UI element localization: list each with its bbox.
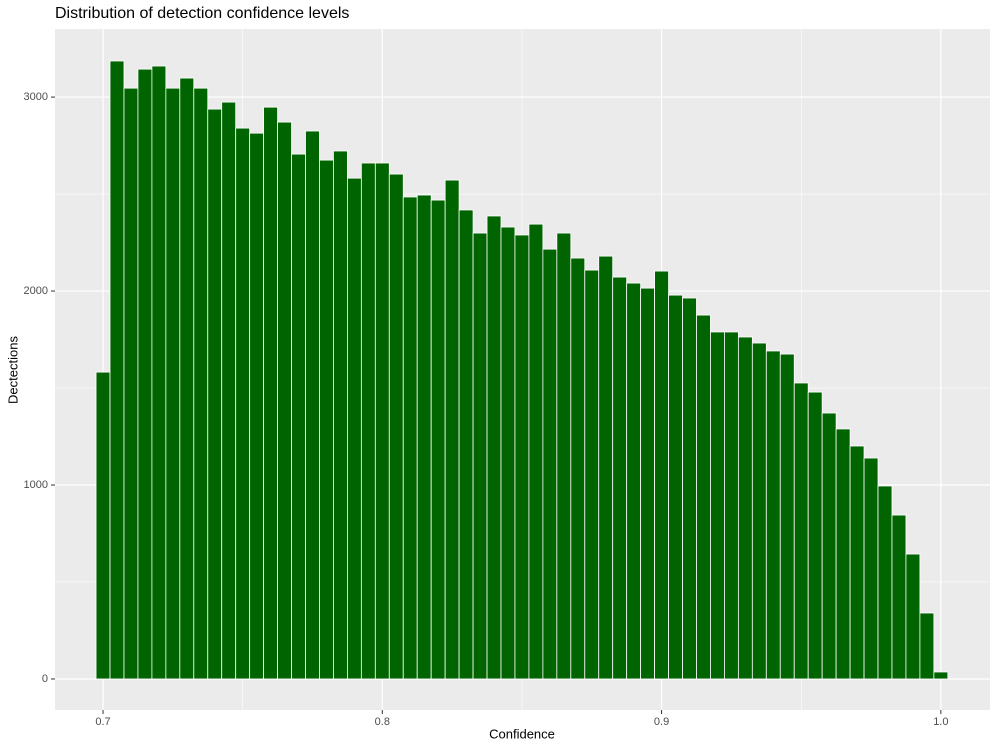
x-tick-label: 0.7 [95, 716, 110, 728]
bar [500, 226, 516, 680]
bar [360, 162, 376, 680]
bar [905, 553, 921, 680]
bar [668, 294, 683, 680]
y-tick-label: 0 [42, 673, 48, 685]
bar [556, 232, 572, 680]
bar [933, 671, 949, 680]
y-tick-label: 3000 [24, 91, 48, 103]
bar [416, 194, 432, 680]
bar [919, 612, 935, 680]
bar [737, 336, 753, 680]
bar [724, 331, 739, 680]
x-tick-label: 1.0 [933, 716, 948, 728]
y-tick-label: 1000 [24, 479, 48, 491]
bar [612, 276, 628, 680]
bar [388, 173, 404, 680]
bar [751, 342, 767, 680]
y-axis-label: Dectections [5, 336, 20, 404]
bar [835, 428, 851, 680]
bar [221, 101, 237, 680]
x-axis-label: Confidence [489, 726, 555, 741]
bar [346, 177, 362, 680]
bar [165, 87, 181, 680]
bar [626, 282, 642, 680]
bar [291, 153, 306, 680]
bar [528, 223, 544, 680]
bar [584, 269, 600, 680]
bar [654, 270, 669, 680]
bar [374, 162, 390, 680]
bar [249, 132, 265, 680]
bar [444, 179, 460, 680]
x-tick-label: 0.9 [654, 716, 669, 728]
bar [710, 331, 725, 680]
bar [807, 391, 823, 680]
bar [402, 196, 418, 680]
bar [151, 65, 167, 680]
bar [598, 255, 614, 680]
bar [123, 87, 139, 680]
bar [877, 485, 893, 680]
bar [514, 234, 530, 680]
bar [849, 445, 865, 680]
bar [570, 257, 586, 680]
bar [263, 106, 278, 680]
bar [95, 371, 111, 680]
bar [779, 353, 795, 680]
bar [207, 108, 223, 680]
bar [793, 382, 809, 680]
bar [472, 232, 488, 680]
bar [430, 199, 446, 680]
bar [458, 209, 474, 680]
y-tick-label: 2000 [24, 285, 48, 297]
bar [109, 60, 125, 680]
bar [821, 412, 837, 680]
bar [682, 297, 697, 680]
bar [542, 248, 558, 680]
bar [193, 87, 209, 680]
x-tick-label: 0.8 [375, 716, 390, 728]
bar [765, 350, 781, 680]
bar [333, 150, 348, 680]
bar [277, 121, 292, 680]
bar [319, 159, 334, 680]
bar [891, 514, 907, 680]
bar [863, 457, 879, 680]
bar [235, 127, 251, 680]
bar [696, 314, 711, 680]
bar [305, 130, 320, 680]
bar [137, 68, 153, 680]
bar [179, 77, 195, 680]
bar [640, 287, 655, 680]
bar [486, 215, 502, 680]
chart-title: Distribution of detection confidence lev… [55, 5, 349, 22]
